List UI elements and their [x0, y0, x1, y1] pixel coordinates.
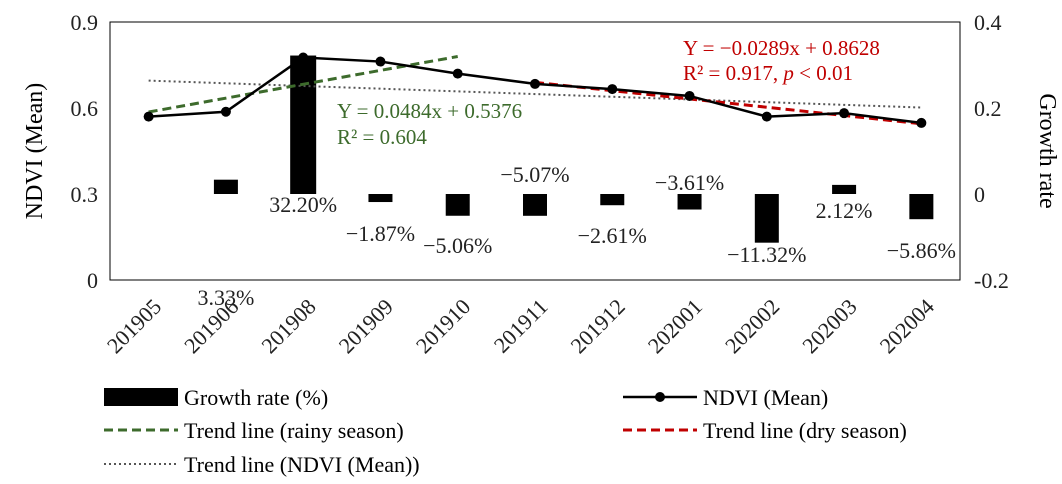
trend-line-ndvi-mean: [148, 79, 922, 109]
x-tick-label: 202002: [720, 294, 784, 358]
growth-rate-data-label: −5.07%: [500, 162, 569, 187]
growth-rate-data-label: 2.12%: [816, 198, 873, 223]
ndvi-mean-point: [452, 68, 463, 79]
plot-area-border: [109, 21, 961, 281]
ndvi-mean-point: [375, 56, 386, 67]
growth-rate-bar: [368, 194, 393, 203]
growth-rate-bar: [832, 184, 857, 194]
left-axis-title: NDVI (Mean): [22, 83, 48, 220]
ndvi-mean-point: [607, 84, 618, 95]
x-tick-label: 201912: [565, 294, 629, 358]
growth-rate-bar: [909, 194, 934, 220]
left-axis-tick-label: 0.6: [71, 96, 99, 121]
x-tick-label: 201909: [334, 294, 398, 358]
growth-rate-bar: [213, 179, 238, 194]
right-axis-tick-label: 0.4: [974, 10, 1002, 35]
growth-rate-data-label: −5.86%: [887, 238, 956, 263]
x-tick-label: 201908: [256, 294, 320, 358]
growth-rate-data-label: −11.32%: [727, 242, 806, 267]
ndvi-mean-point: [916, 117, 927, 128]
left-axis-tick-label: 0.3: [71, 182, 99, 207]
x-tick-label: 202001: [643, 294, 707, 358]
growth-rate-bar: [600, 194, 625, 206]
ndvi-mean-point: [298, 52, 309, 63]
x-tick-label: 201905: [102, 294, 166, 358]
right-axis-title: Growth rate: [1034, 93, 1060, 208]
rainy-trend-equation: Y = 0.0484x + 0.5376: [337, 99, 522, 123]
growth-rate-bar: [677, 194, 702, 210]
legend-swatch-growth-rate: [104, 388, 178, 406]
ndvi-mean-point: [761, 111, 772, 122]
ndvi-mean-point: [220, 106, 231, 117]
ndvi-mean-point: [530, 78, 540, 89]
right-axis-tick-label: 0: [974, 182, 985, 207]
trend-line-rainy-season: [148, 55, 458, 114]
ndvi-mean-point: [684, 90, 695, 101]
growth-rate-bar: [754, 194, 779, 243]
right-axis-tick-label: 0.2: [974, 96, 1002, 121]
x-tick-label: 201910: [411, 294, 475, 358]
growth-rate-data-label: 32.20%: [269, 192, 337, 217]
growth-rate-data-label: −1.87%: [346, 221, 415, 246]
legend-label-dry-trend: Trend line (dry season): [703, 418, 907, 443]
legend-label-rainy-trend: Trend line (rainy season): [184, 418, 404, 443]
growth-rate-data-label: −2.61%: [578, 223, 647, 248]
x-tick-label: 202004: [875, 294, 939, 358]
growth-rate-data-label: −3.61%: [655, 170, 724, 195]
growth-rate-bar: [290, 55, 317, 194]
left-axis-tick-label: 0: [87, 268, 98, 293]
growth-rate-data-label: −5.06%: [423, 233, 492, 258]
x-tick-label: 202003: [797, 294, 861, 358]
legend-swatch-ndvi-marker: [655, 392, 665, 402]
growth-rate-bar: [445, 194, 470, 216]
left-axis-tick-label: 0.9: [71, 10, 99, 35]
legend-label-growth-rate: Growth rate (%): [184, 385, 328, 410]
rainy-trend-r2: R² = 0.604: [337, 125, 427, 149]
growth-rate-bar: [523, 194, 547, 216]
ndvi-mean-point: [839, 108, 850, 119]
right-axis-tick-label: -0.2: [974, 268, 1009, 293]
legend-label-mean-trend: Trend line (NDVI (Mean)): [184, 452, 420, 477]
dry-trend-equation: Y = −0.0289x + 0.8628: [683, 36, 880, 60]
growth-rate-data-label: 3.33%: [197, 285, 254, 310]
dry-trend-r2: R² = 0.917, p < 0.01: [683, 61, 853, 85]
legend-label-ndvi-mean: NDVI (Mean): [703, 385, 828, 410]
ndvi-mean-point: [143, 111, 154, 122]
x-tick-label: 201911: [489, 294, 553, 358]
